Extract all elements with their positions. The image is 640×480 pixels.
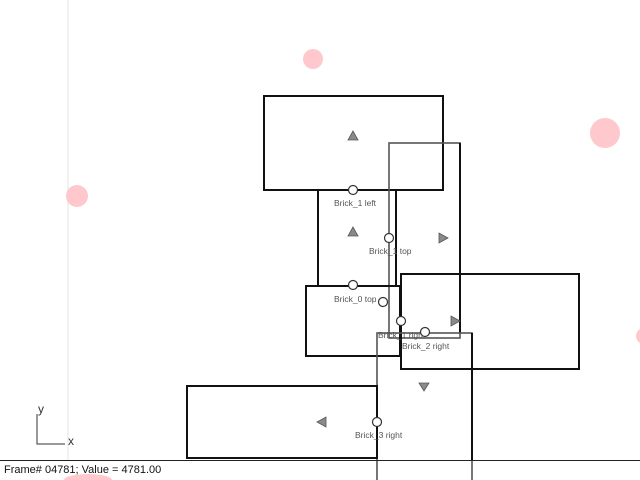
- anchor-label: Brick_1 top: [369, 246, 412, 256]
- anchor-brick-2-right[interactable]: [419, 326, 431, 338]
- axis-gizmo: [36, 414, 65, 445]
- anchor-unlabeled[interactable]: [377, 296, 389, 308]
- status-text: Frame# 04781; Value = 4781.00: [4, 464, 162, 476]
- anchor-brick-1-left[interactable]: [347, 184, 359, 196]
- anchor-label: Brick_3 right: [355, 430, 403, 440]
- status-bar: Frame# 04781; Value = 4781.00: [0, 460, 640, 480]
- anchor-label: Brick_0 top: [334, 294, 377, 304]
- anchor-brick-0-top[interactable]: [347, 279, 359, 291]
- anchor-brick-1-top[interactable]: [383, 232, 395, 244]
- up-triangle-icon: [347, 130, 359, 141]
- brick-right[interactable]: [400, 273, 580, 370]
- down-triangle-icon: [418, 382, 430, 392]
- left-triangle-icon: [316, 416, 327, 428]
- y-axis-label: y: [38, 402, 44, 416]
- anchor-label: Brick_2 right: [402, 341, 450, 351]
- anchor-label: Brick_1 left: [334, 198, 377, 208]
- particle-right-edge: [636, 329, 640, 343]
- brick-bottom-left[interactable]: [186, 385, 378, 459]
- anchor-brick-1-right[interactable]: [395, 315, 407, 327]
- particle-right: [590, 118, 620, 148]
- particle-top: [303, 49, 323, 69]
- x-axis-label: x: [68, 434, 74, 448]
- anchor-brick-3-right[interactable]: [371, 416, 383, 428]
- right-triangle-icon: [450, 315, 461, 327]
- particle-left: [66, 185, 88, 207]
- up-triangle-icon: [347, 226, 359, 237]
- anchor-label: Brick_1 righ: [378, 330, 423, 340]
- right-triangle-icon: [438, 232, 449, 244]
- particle-bottom: [64, 474, 112, 480]
